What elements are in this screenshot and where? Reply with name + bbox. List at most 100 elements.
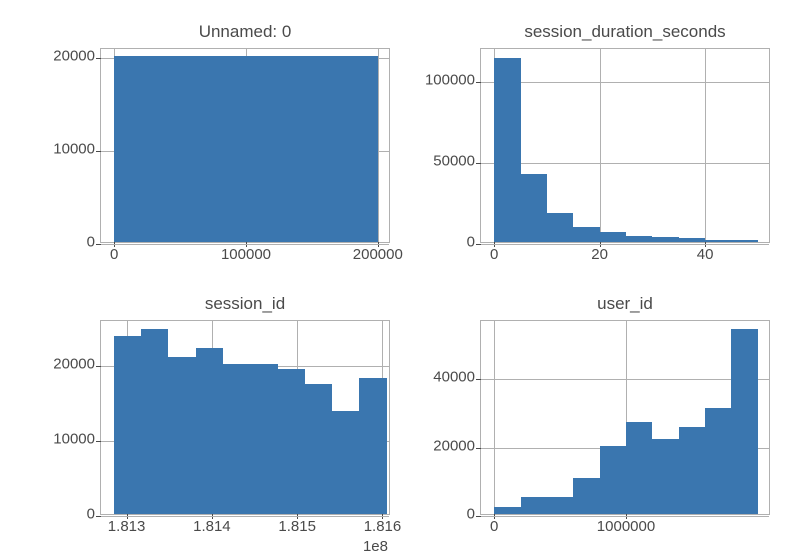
ytick bbox=[476, 516, 481, 517]
histogram-bar bbox=[278, 369, 305, 514]
histogram-bar bbox=[547, 213, 573, 242]
ytick-label: 50000 bbox=[433, 152, 475, 169]
xtick-label: 200000 bbox=[353, 246, 403, 263]
histogram-bar bbox=[141, 56, 167, 242]
histogram-bar bbox=[305, 384, 332, 515]
xtick-label: 20 bbox=[591, 246, 608, 263]
histogram-bar bbox=[626, 422, 652, 514]
xtick-label: 1000000 bbox=[597, 518, 655, 535]
ytick-label: 10000 bbox=[53, 431, 95, 448]
subplot-title: session_duration_seconds bbox=[480, 22, 770, 42]
plot-area: 0100000002000040000 bbox=[480, 320, 770, 515]
gridline-h bbox=[481, 379, 769, 380]
histogram-bar bbox=[114, 56, 140, 242]
xtick-label: 1.814 bbox=[193, 518, 231, 535]
ytick-label: 10000 bbox=[53, 141, 95, 158]
plot-area: 02040050000100000 bbox=[480, 48, 770, 243]
ytick-label: 20000 bbox=[53, 356, 95, 373]
histogram-bar bbox=[223, 364, 250, 514]
histogram-bar bbox=[731, 240, 757, 242]
xtick-label: 0 bbox=[110, 246, 118, 263]
ytick bbox=[476, 82, 481, 83]
histogram-bar bbox=[652, 439, 678, 514]
subplot-title: Unnamed: 0 bbox=[100, 22, 390, 42]
subplot-user_id: 0100000002000040000user_id bbox=[480, 320, 770, 515]
histogram-bar bbox=[246, 56, 272, 242]
histogram-bar bbox=[679, 238, 705, 242]
gridline-v bbox=[600, 49, 601, 242]
histogram-bar bbox=[705, 408, 731, 514]
ytick-label: 0 bbox=[87, 506, 95, 523]
xtick-label: 40 bbox=[697, 246, 714, 263]
histogram-bar bbox=[521, 174, 547, 242]
histogram-bar bbox=[351, 56, 377, 242]
ytick bbox=[96, 516, 101, 517]
ytick bbox=[96, 58, 101, 59]
subplot-session_duration: 02040050000100000session_duration_second… bbox=[480, 48, 770, 243]
histogram-bar bbox=[521, 497, 547, 514]
xtick-label: 1.813 bbox=[108, 518, 146, 535]
histogram-bar bbox=[652, 237, 678, 242]
gridline-h bbox=[481, 244, 769, 245]
ytick-label: 20000 bbox=[53, 48, 95, 65]
histogram-bar bbox=[325, 56, 351, 242]
histogram-bar bbox=[679, 427, 705, 514]
plot-area: 1.8131.8141.8151.81601000020000 bbox=[100, 320, 390, 515]
gridline-h bbox=[101, 244, 389, 245]
histogram-bar bbox=[359, 378, 386, 515]
histogram-bar bbox=[220, 56, 246, 242]
xtick-label: 1.816 bbox=[364, 518, 402, 535]
ytick bbox=[476, 448, 481, 449]
ytick-label: 40000 bbox=[433, 369, 475, 386]
gridline-v bbox=[705, 49, 706, 242]
subplot-title: session_id bbox=[100, 294, 390, 314]
histogram-bar bbox=[494, 507, 520, 514]
gridline-h bbox=[481, 163, 769, 164]
histogram-grid-figure: 010000020000001000020000Unnamed: 0020400… bbox=[0, 0, 790, 552]
xtick-label: 1.815 bbox=[278, 518, 316, 535]
ytick bbox=[96, 244, 101, 245]
ytick-label: 0 bbox=[467, 234, 475, 251]
ytick bbox=[96, 366, 101, 367]
histogram-bar bbox=[250, 364, 277, 514]
histogram-bar bbox=[114, 336, 141, 515]
histogram-bar bbox=[196, 348, 223, 515]
ytick-label: 0 bbox=[467, 506, 475, 523]
ytick bbox=[96, 151, 101, 152]
histogram-bar bbox=[193, 56, 219, 242]
histogram-bar bbox=[547, 497, 573, 514]
histogram-bar bbox=[168, 357, 195, 515]
histogram-bar bbox=[332, 411, 359, 515]
gridline-h bbox=[481, 516, 769, 517]
histogram-bar bbox=[573, 227, 599, 242]
plot-area: 010000020000001000020000 bbox=[100, 48, 390, 243]
histogram-bar bbox=[573, 478, 599, 514]
histogram-bar bbox=[705, 240, 731, 242]
histogram-bar bbox=[141, 329, 168, 514]
histogram-bar bbox=[600, 232, 626, 242]
histogram-bar bbox=[167, 56, 193, 242]
ytick-label: 100000 bbox=[425, 71, 475, 88]
xtick-label: 0 bbox=[490, 518, 498, 535]
histogram-bar bbox=[272, 56, 298, 242]
ytick bbox=[96, 441, 101, 442]
x-offset-text: 1e8 bbox=[363, 538, 388, 555]
histogram-bar bbox=[494, 58, 520, 242]
ytick-label: 0 bbox=[87, 234, 95, 251]
gridline-h bbox=[481, 82, 769, 83]
histogram-bar bbox=[299, 56, 325, 242]
ytick bbox=[476, 163, 481, 164]
histogram-bar bbox=[600, 446, 626, 514]
ytick bbox=[476, 379, 481, 380]
subplot-session_id: 1.8131.8141.8151.81601000020000session_i… bbox=[100, 320, 390, 515]
subplot-title: user_id bbox=[480, 294, 770, 314]
histogram-bar bbox=[626, 236, 652, 243]
xtick-label: 0 bbox=[490, 246, 498, 263]
gridline-h bbox=[101, 516, 389, 517]
ytick-label: 20000 bbox=[433, 437, 475, 454]
xtick-label: 100000 bbox=[221, 246, 271, 263]
ytick bbox=[476, 244, 481, 245]
subplot-unnamed0: 010000020000001000020000Unnamed: 0 bbox=[100, 48, 390, 243]
gridline-v bbox=[378, 49, 379, 242]
gridline-v bbox=[494, 321, 495, 514]
